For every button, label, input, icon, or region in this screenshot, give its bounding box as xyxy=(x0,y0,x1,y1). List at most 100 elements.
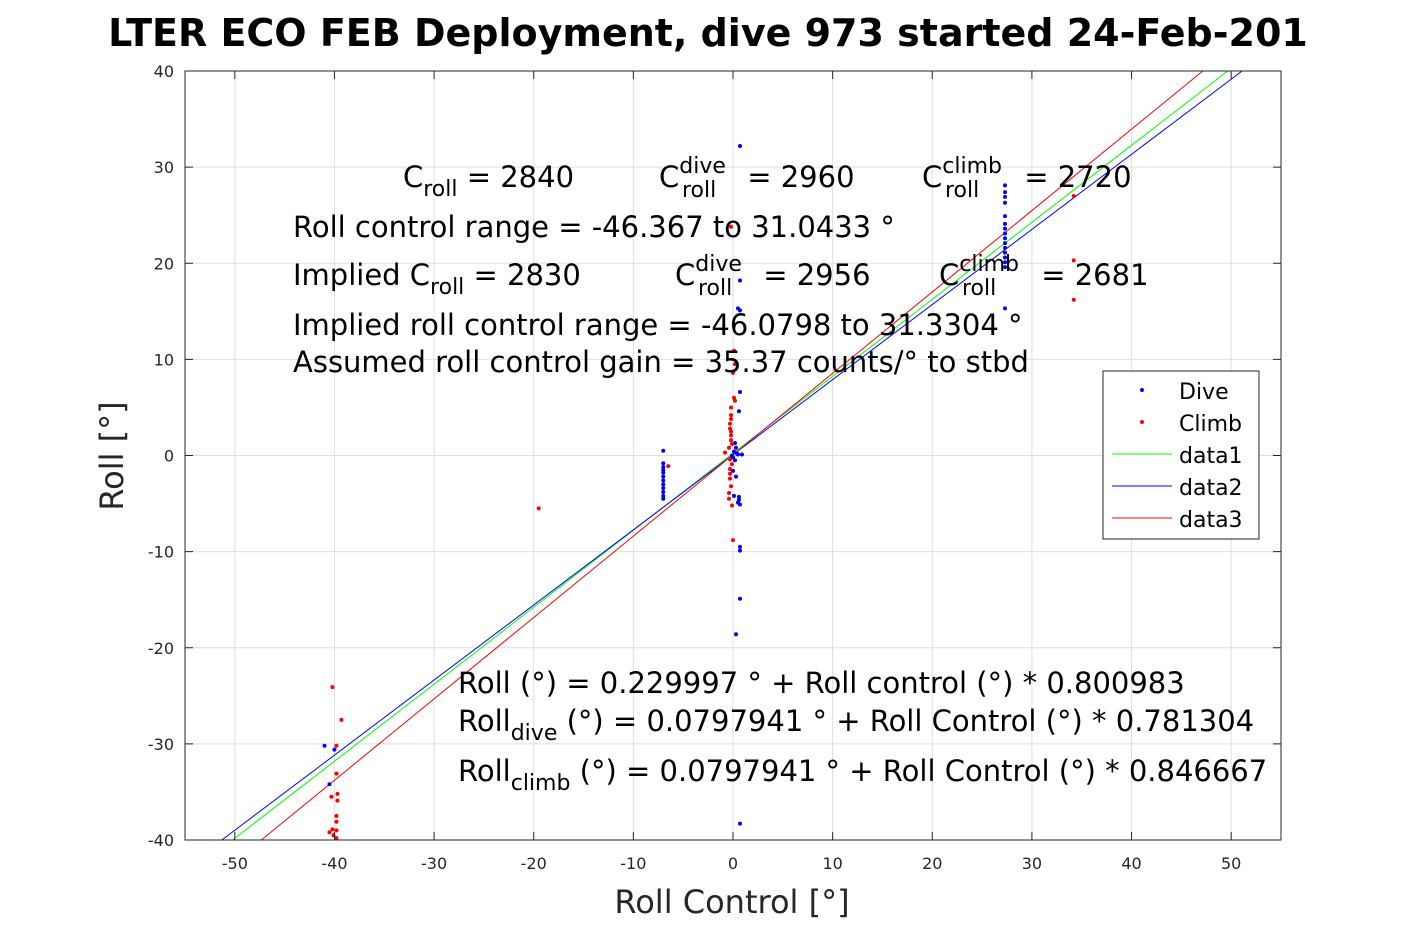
climb-point xyxy=(339,717,344,722)
climb-point xyxy=(1071,258,1076,263)
dive-point xyxy=(737,544,742,549)
climb-point xyxy=(334,743,339,748)
dive-point xyxy=(327,782,332,787)
c-roll-annotation: Croll = 2840 xyxy=(403,160,574,202)
dive-point xyxy=(1003,221,1008,226)
implied-c-roll-climb-annotation: Cclimb roll = 2681 xyxy=(939,252,1149,301)
dive-point xyxy=(736,409,741,414)
chart-title: LTER ECO FEB Deployment, dive 973 starte… xyxy=(108,11,1308,55)
climb-point xyxy=(330,685,335,690)
dive-point xyxy=(322,743,327,748)
dive-point xyxy=(661,496,666,501)
legend: Dive Climb data1 data2 data3 xyxy=(1102,370,1260,540)
dive-point xyxy=(1003,183,1008,188)
plot-series xyxy=(221,70,1243,841)
dive-point xyxy=(1003,214,1008,219)
c-roll-dive-annotation: Cdive roll = 2960 xyxy=(659,154,855,203)
dive-point xyxy=(661,478,666,483)
climb-point xyxy=(728,466,733,471)
dive-point xyxy=(1003,200,1008,205)
climb-point xyxy=(335,791,340,796)
x-tick-label: -30 xyxy=(421,854,447,873)
legend-label-data3: data3 xyxy=(1179,508,1243,533)
fit-all-annotation: Roll (°) = 0.229997 ° + Roll control (°)… xyxy=(458,666,1185,700)
legend-label-data2: data2 xyxy=(1179,476,1243,501)
climb-point xyxy=(729,224,734,229)
climb-point xyxy=(666,464,671,469)
y-tick-label: -20 xyxy=(148,639,174,658)
y-tick-label: 30 xyxy=(154,158,174,177)
climb-point xyxy=(327,830,332,835)
x-tick-label: 50 xyxy=(1221,854,1241,873)
legend-marker-dive xyxy=(1140,388,1144,392)
climb-point xyxy=(729,429,734,434)
dive-point xyxy=(332,747,337,752)
climb-point xyxy=(729,438,734,443)
dive-point xyxy=(1003,226,1008,231)
dive-point xyxy=(733,445,738,450)
x-tick-label: 40 xyxy=(1121,854,1141,873)
climb-point xyxy=(329,794,334,799)
dive-point xyxy=(732,458,737,463)
legend-box xyxy=(1102,370,1260,540)
legend-label-climb: Climb xyxy=(1179,412,1242,437)
dive-point xyxy=(736,494,741,499)
dive-point xyxy=(1003,236,1008,241)
dive-point xyxy=(1003,190,1008,195)
climb-point xyxy=(330,827,335,832)
dive-point xyxy=(737,821,742,826)
dive-point xyxy=(737,390,742,395)
y-tick-label: 0 xyxy=(164,447,174,466)
axis-ticks: -50 -40 -30 -20 -10 0 10 20 30 40 50 -40 -30 -20 -10 0 1… xyxy=(148,62,1281,873)
x-tick-label: 10 xyxy=(822,854,842,873)
implied-roll-control-range-annotation: Implied roll control range = -46.0798 to… xyxy=(293,308,1023,342)
y-tick-label: 40 xyxy=(154,62,174,81)
dive-point xyxy=(661,490,666,495)
dive-point xyxy=(1003,194,1008,199)
x-tick-label: -20 xyxy=(521,854,547,873)
x-tick-label: 0 xyxy=(728,854,738,873)
dive-point xyxy=(1003,231,1008,236)
climb-point xyxy=(727,445,732,450)
dive-point xyxy=(661,467,666,472)
climb-point xyxy=(728,476,733,481)
dive-point xyxy=(731,449,736,454)
x-tick-label: 20 xyxy=(922,854,942,873)
dive-point xyxy=(737,278,742,283)
climb-point xyxy=(727,490,732,495)
dive-point xyxy=(1003,250,1008,255)
fit-climb-annotation: Rollclimb (°) = 0.0797941 ° + Roll Contr… xyxy=(458,754,1267,796)
dive-point xyxy=(1003,245,1008,250)
c-roll-climb-annotation: Cclimb roll = 2720 xyxy=(922,154,1132,203)
climb-point xyxy=(1071,193,1076,198)
climb-point xyxy=(335,798,340,803)
dive-point xyxy=(733,632,738,637)
dive-point xyxy=(735,452,740,457)
x-axis-label: Roll Control [°] xyxy=(614,883,849,921)
dive-point xyxy=(1003,306,1008,311)
climb-point xyxy=(723,450,728,455)
y-tick-label: -30 xyxy=(148,735,174,754)
x-tick-label: -10 xyxy=(620,854,646,873)
dive-point xyxy=(739,452,744,457)
climb-point xyxy=(730,503,735,508)
climb-point xyxy=(729,484,734,489)
dive-point xyxy=(661,465,666,470)
y-tick-label: 10 xyxy=(154,350,174,369)
roll-control-range-annotation: Roll control range = -46.367 to 31.0433 … xyxy=(293,210,895,244)
climb-point xyxy=(728,471,733,476)
climb-point xyxy=(727,496,732,501)
climb-point xyxy=(729,416,734,421)
dive-point xyxy=(661,482,666,487)
climb-point xyxy=(334,819,339,824)
x-tick-label: -40 xyxy=(321,854,347,873)
climb-point xyxy=(729,433,734,438)
y-axis-label: Roll [°] xyxy=(93,401,131,510)
climb-point xyxy=(728,457,733,462)
x-tick-label: -50 xyxy=(222,854,248,873)
legend-label-data1: data1 xyxy=(1179,444,1243,469)
dive-point xyxy=(1003,260,1008,265)
implied-c-roll-annotation: Implied Croll = 2830 xyxy=(293,258,581,300)
dive-point xyxy=(731,493,736,498)
